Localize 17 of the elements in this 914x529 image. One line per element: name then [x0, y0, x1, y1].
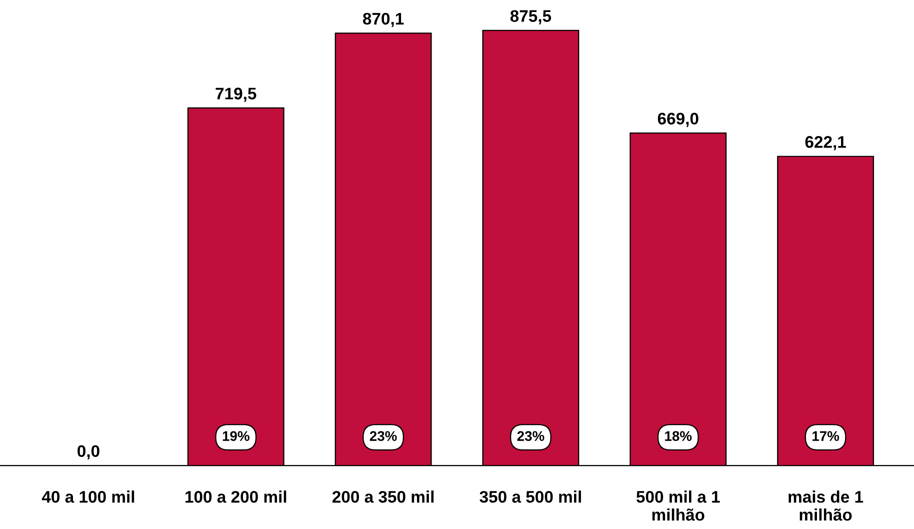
- x-tick-label: 40 a 100 mil: [42, 490, 134, 503]
- x-tick-label: 200 a 350 mil: [332, 490, 434, 503]
- annotation: 17%: [812, 431, 840, 441]
- data-label: 0,0: [78, 445, 100, 460]
- annotation: 23%: [517, 431, 544, 441]
- data-label: 622,1: [805, 136, 846, 150]
- annotation: 19%: [222, 431, 250, 441]
- x-tick-label: 350 a 500 mil: [480, 490, 581, 503]
- data-label: 870,1: [362, 12, 404, 28]
- x-tick-label: 500 mil a 1 milhão: [636, 490, 720, 521]
- data-label: 875,5: [510, 10, 552, 24]
- data-label: 669,0: [658, 112, 698, 127]
- annotation: 18%: [665, 431, 692, 441]
- x-tick-label: 100 a 200 mil: [185, 490, 286, 503]
- annotation: 23%: [370, 431, 397, 441]
- x-tick-label: mais de 1 milhão: [788, 490, 864, 521]
- data-label: 719,5: [216, 88, 256, 102]
